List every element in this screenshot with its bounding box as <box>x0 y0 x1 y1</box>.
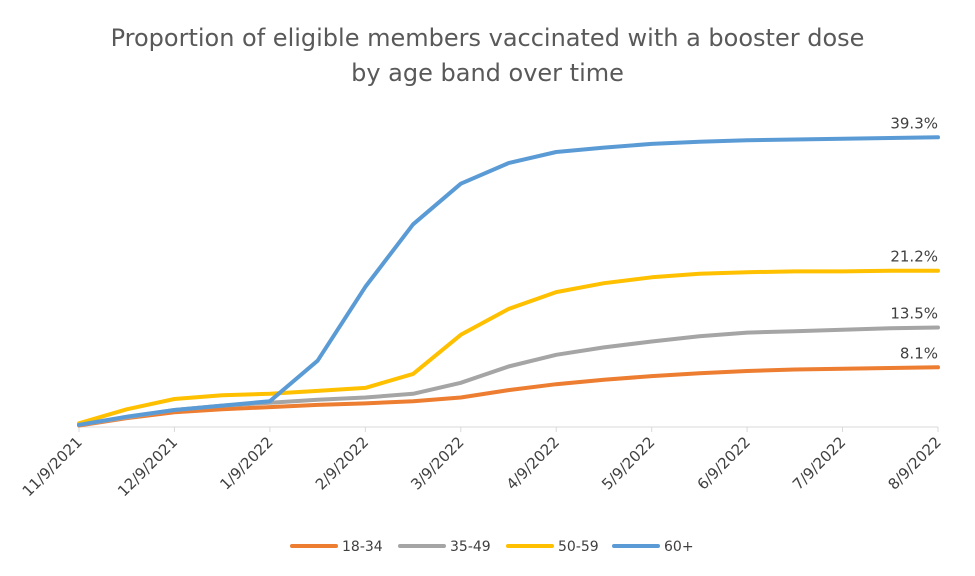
x-tick-label: 2/9/2022 <box>312 433 372 493</box>
x-tick-label: 4/9/2022 <box>503 433 563 493</box>
x-tick-label: 12/9/2021 <box>114 433 181 500</box>
x-tick-label: 6/9/2022 <box>694 433 754 493</box>
legend-item-60+: 60+ <box>612 539 694 555</box>
legend-label: 60+ <box>664 539 694 555</box>
legend-item-50-59: 50-59 <box>506 539 599 555</box>
legend-item-18-34: 18-34 <box>290 539 383 555</box>
data-labels: 8.1% 13.5% 21.2% 39.3% <box>890 114 938 362</box>
x-tick-label: 8/9/2022 <box>884 433 944 493</box>
end-label-18-34: 8.1% <box>900 344 938 362</box>
legend-label: 35-49 <box>450 539 491 555</box>
series-line-50-59 <box>77 268 940 426</box>
x-tick-label: 3/9/2022 <box>407 433 467 493</box>
chart-title-line-2: by age band over time <box>351 59 624 87</box>
series-line-18-34 <box>77 365 940 428</box>
legend: 18-34 35-49 50-59 60+ <box>290 539 694 555</box>
legend-label: 50-59 <box>558 539 599 555</box>
x-tick-label: 11/9/2021 <box>19 433 86 500</box>
series-lines <box>77 135 940 428</box>
end-label-35-49: 13.5% <box>890 304 938 322</box>
end-label-50-59: 21.2% <box>890 248 938 266</box>
legend-item-35-49: 35-49 <box>398 539 491 555</box>
chart-title-line-1: Proportion of eligible members vaccinate… <box>111 24 865 52</box>
x-axis-ticks: 11/9/2021 12/9/2021 1/9/2022 2/9/2022 3/9/20… <box>19 427 945 500</box>
x-tick-label: 1/9/2022 <box>216 433 276 493</box>
legend-label: 18-34 <box>342 539 383 555</box>
chart-title: Proportion of eligible members vaccinate… <box>111 24 865 87</box>
end-label-60+: 39.3% <box>890 114 938 132</box>
x-tick-label: 7/9/2022 <box>789 433 849 493</box>
series-line-60+ <box>77 135 940 427</box>
x-tick-label: 5/9/2022 <box>598 433 658 493</box>
